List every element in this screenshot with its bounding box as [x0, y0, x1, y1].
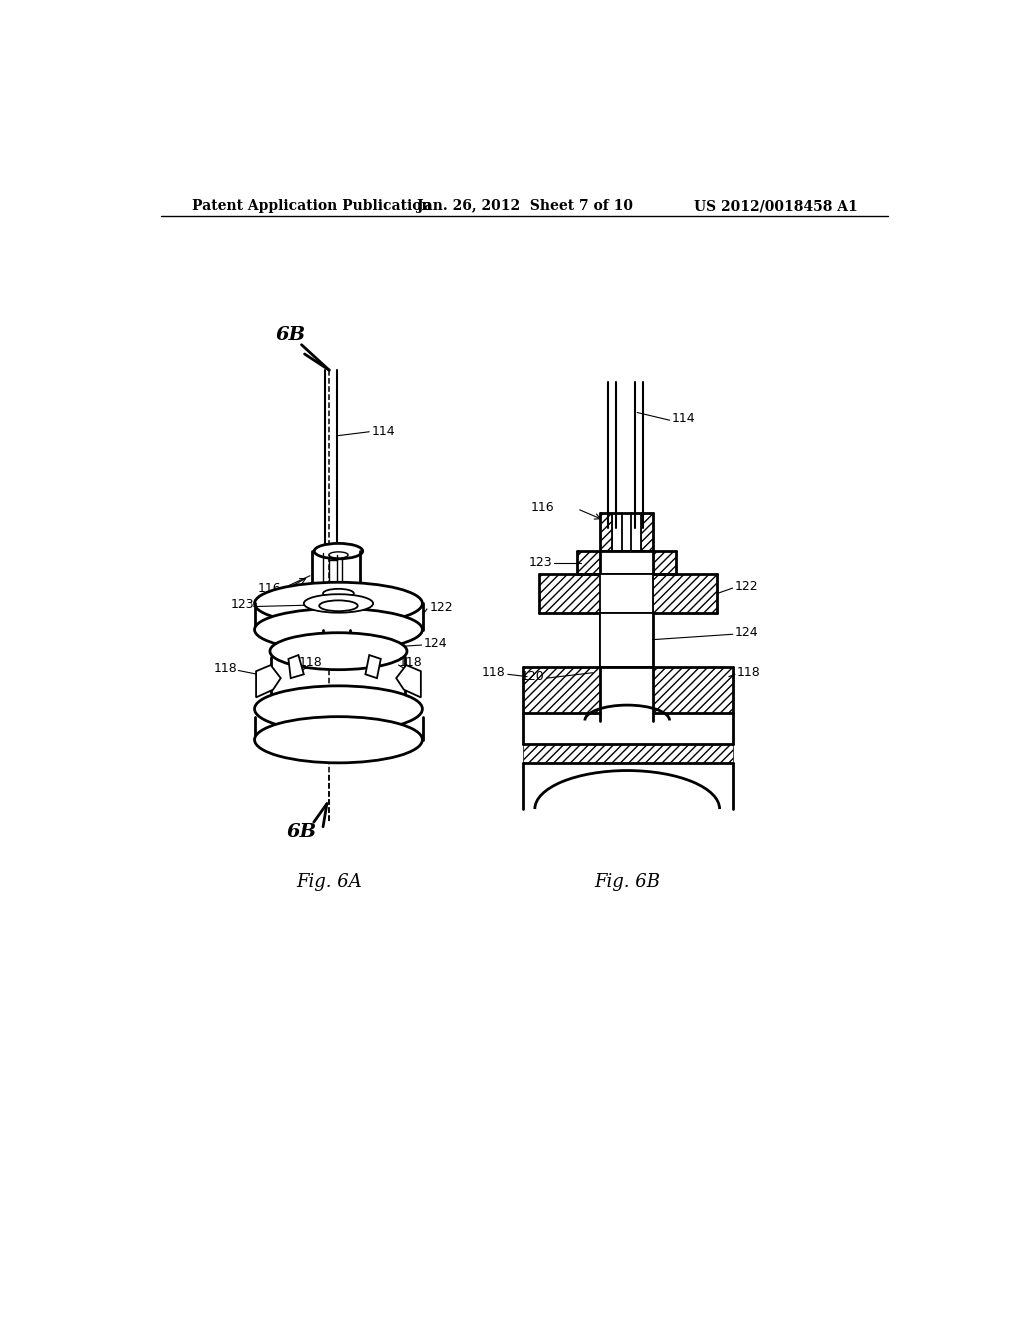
Text: 118: 118: [482, 667, 506, 680]
Bar: [539, 574, 600, 612]
Bar: [641, 512, 652, 552]
Text: Jan. 26, 2012  Sheet 7 of 10: Jan. 26, 2012 Sheet 7 of 10: [417, 199, 633, 213]
Polygon shape: [366, 655, 381, 678]
Text: 123: 123: [230, 598, 254, 611]
Bar: [652, 667, 733, 713]
Text: 6B: 6B: [275, 326, 306, 345]
Bar: [600, 552, 652, 574]
Ellipse shape: [323, 589, 354, 598]
Polygon shape: [256, 665, 281, 697]
Text: 124: 124: [424, 638, 447, 649]
Bar: [523, 743, 733, 763]
Ellipse shape: [304, 594, 373, 612]
Text: Fig. 6A: Fig. 6A: [296, 874, 362, 891]
Text: 114: 114: [672, 412, 695, 425]
Ellipse shape: [329, 552, 348, 558]
Text: Patent Application Publication: Patent Application Publication: [193, 199, 432, 213]
Polygon shape: [396, 665, 421, 697]
Bar: [652, 574, 717, 612]
Ellipse shape: [270, 690, 407, 727]
Bar: [600, 512, 611, 552]
Text: 116: 116: [258, 582, 282, 594]
Ellipse shape: [255, 609, 422, 651]
Text: US 2012/0018458 A1: US 2012/0018458 A1: [693, 199, 857, 213]
Text: 114: 114: [372, 425, 395, 438]
Ellipse shape: [319, 601, 357, 611]
Bar: [523, 667, 600, 713]
Text: 118: 118: [214, 663, 238, 676]
Polygon shape: [289, 655, 304, 678]
Text: 120: 120: [520, 671, 544, 684]
Text: 118: 118: [736, 667, 760, 680]
Bar: [578, 552, 600, 574]
Text: Fig. 6B: Fig. 6B: [594, 874, 660, 891]
Ellipse shape: [314, 586, 362, 601]
Bar: [600, 612, 652, 667]
Text: 123: 123: [528, 556, 553, 569]
Ellipse shape: [255, 717, 422, 763]
Ellipse shape: [255, 582, 422, 624]
Bar: [600, 574, 652, 612]
Ellipse shape: [270, 632, 407, 669]
Ellipse shape: [314, 544, 362, 558]
Text: 118: 118: [398, 656, 422, 669]
Text: 124: 124: [735, 626, 759, 639]
Bar: [652, 552, 676, 574]
Text: 118: 118: [298, 656, 323, 669]
Text: 6B: 6B: [287, 824, 316, 841]
Ellipse shape: [323, 599, 354, 609]
Ellipse shape: [255, 686, 422, 733]
Text: 122: 122: [429, 601, 453, 614]
Text: 122: 122: [735, 579, 759, 593]
Text: 116: 116: [530, 502, 554, 515]
